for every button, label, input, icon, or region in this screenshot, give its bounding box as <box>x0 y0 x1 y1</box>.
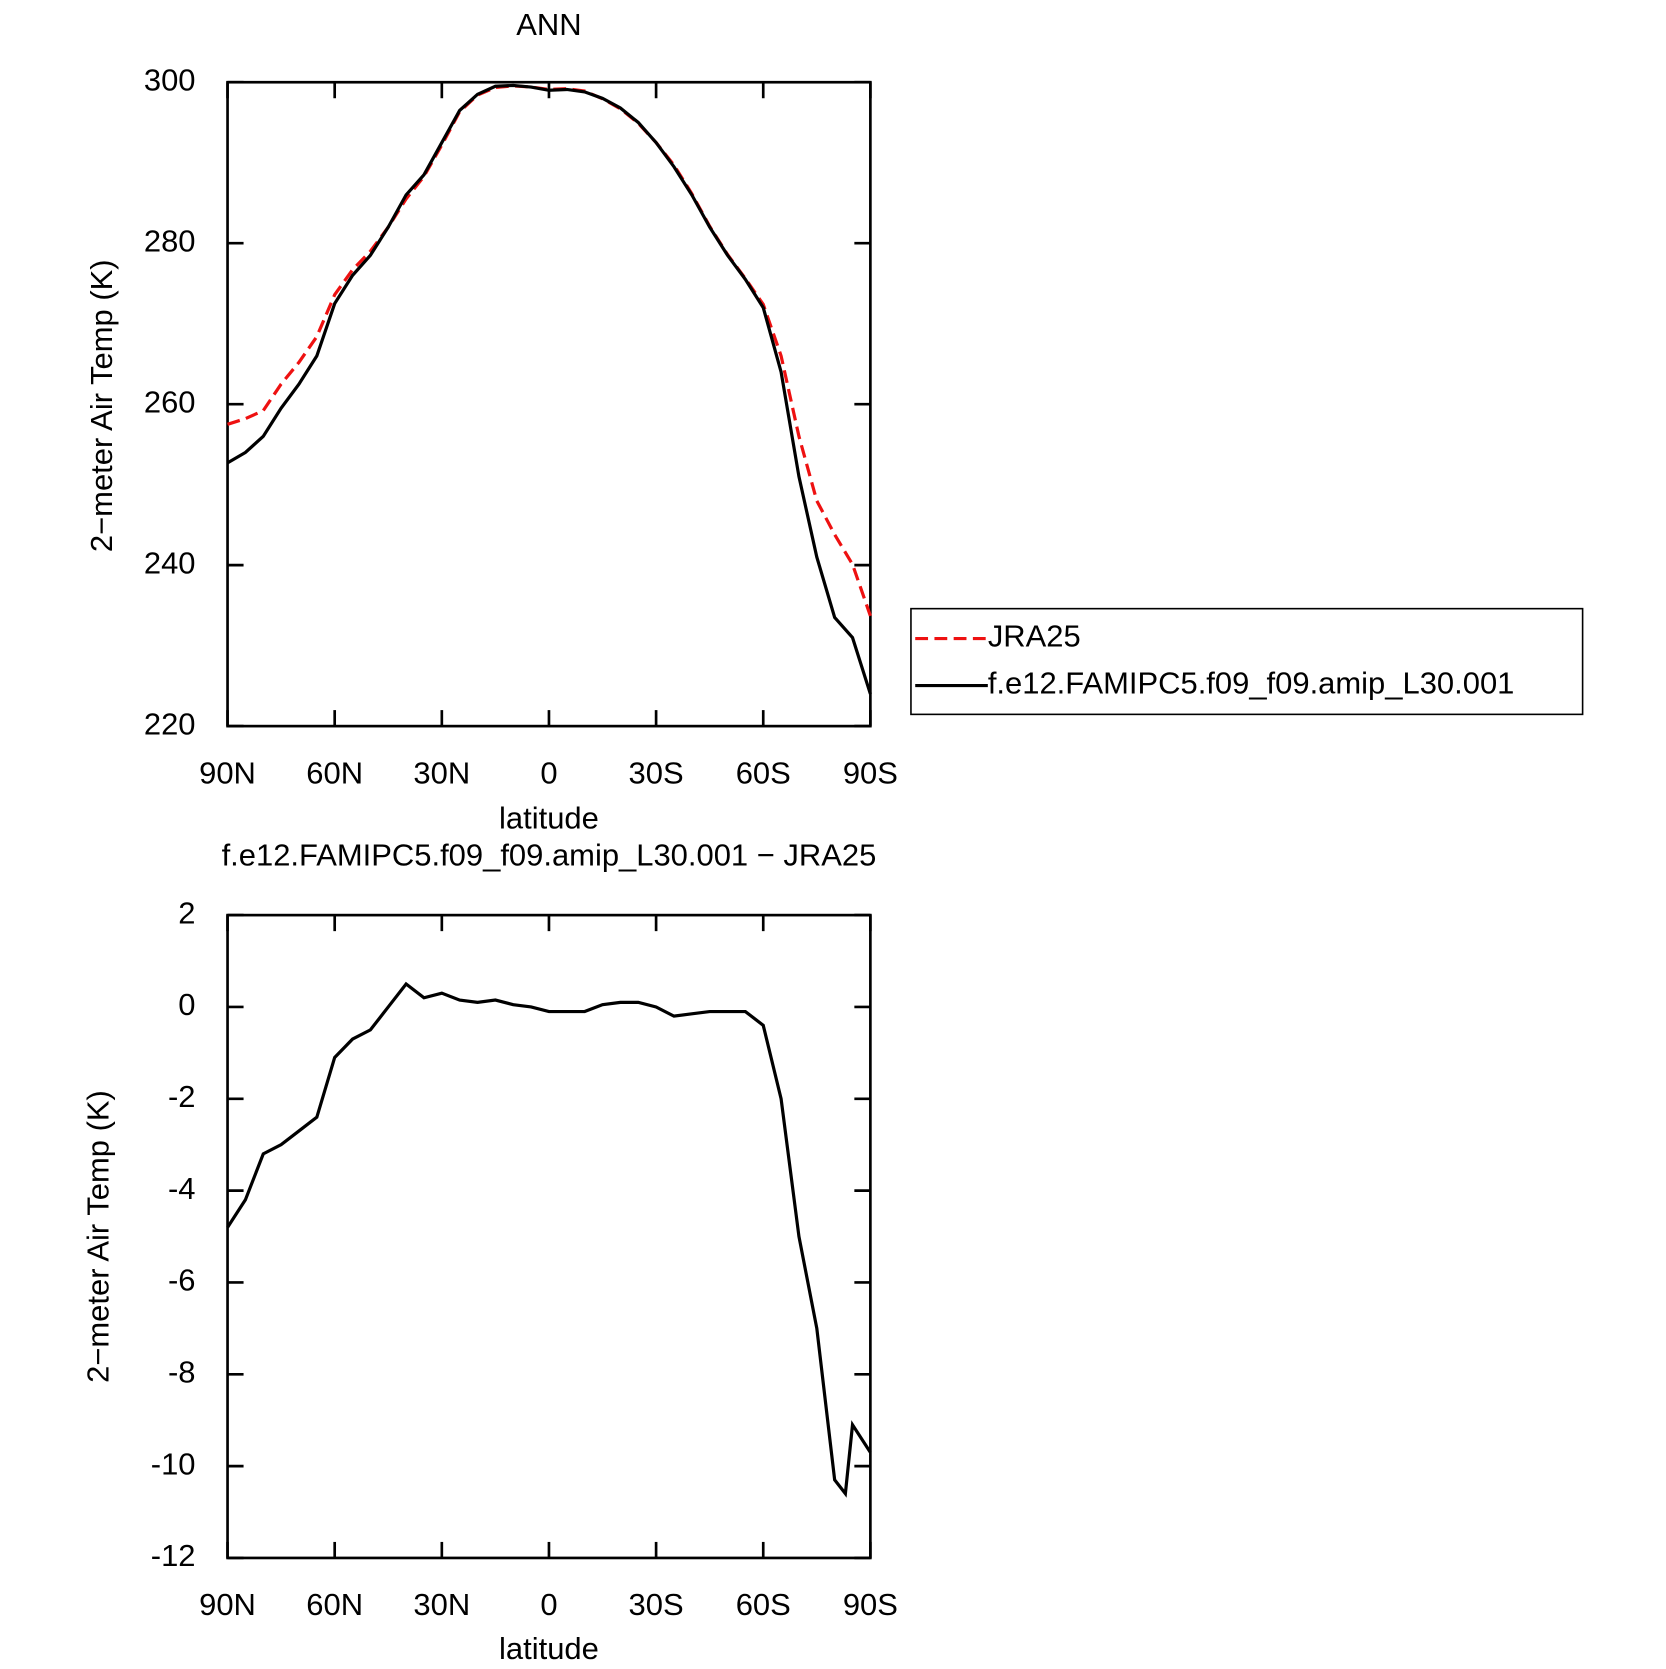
y-tick-label: 2 <box>178 895 195 930</box>
data-line <box>227 84 872 617</box>
y-tick-label: -4 <box>168 1171 196 1206</box>
y-tick-label: 0 <box>178 987 195 1022</box>
legend-box <box>910 607 1584 716</box>
x-tick-label: 30N <box>413 755 470 790</box>
legend-label: f.e12.FAMIPC5.f09_f09.amip_L30.001 <box>988 666 1515 701</box>
y-tick-label: -12 <box>151 1538 196 1573</box>
x-axis-label: latitude <box>499 800 599 835</box>
data-line <box>226 83 872 695</box>
x-tick-label: 0 <box>540 755 557 790</box>
y-tick-label: 240 <box>144 545 196 580</box>
y-tick-label: 280 <box>144 223 196 258</box>
x-tick-label: 60S <box>736 755 791 790</box>
y-axis-label: 2−meter Air Temp (K) <box>81 1090 116 1383</box>
y-tick-label: -10 <box>151 1446 196 1481</box>
chart-title: f.e12.FAMIPC5.f09_f09.amip_L30.001 − JRA… <box>222 838 877 873</box>
x-tick-label: 0 <box>540 1587 557 1622</box>
x-tick-label: 30S <box>629 755 684 790</box>
chart-title: ANN <box>516 7 581 42</box>
y-tick-label: 220 <box>144 706 196 741</box>
x-tick-label: 60N <box>306 1587 363 1622</box>
x-axis-label: latitude <box>499 1631 599 1666</box>
x-tick-label: 90N <box>199 1587 256 1622</box>
x-tick-label: 90S <box>843 1587 898 1622</box>
plot-frame <box>226 80 872 728</box>
data-line <box>226 981 872 1498</box>
y-tick-label: 260 <box>144 384 196 419</box>
x-tick-label: 90N <box>199 755 256 790</box>
y-tick-label: 300 <box>144 62 196 97</box>
y-tick-label: -6 <box>168 1263 196 1298</box>
y-tick-label: -2 <box>168 1079 196 1114</box>
x-tick-label: 60S <box>736 1587 791 1622</box>
y-axis-label: 2−meter Air Temp (K) <box>84 259 119 552</box>
x-tick-label: 30S <box>629 1587 684 1622</box>
legend-label: JRA25 <box>988 619 1081 654</box>
x-tick-label: 60N <box>306 755 363 790</box>
y-tick-label: -8 <box>168 1354 196 1389</box>
x-tick-label: 30N <box>413 1587 470 1622</box>
x-tick-label: 90S <box>843 755 898 790</box>
